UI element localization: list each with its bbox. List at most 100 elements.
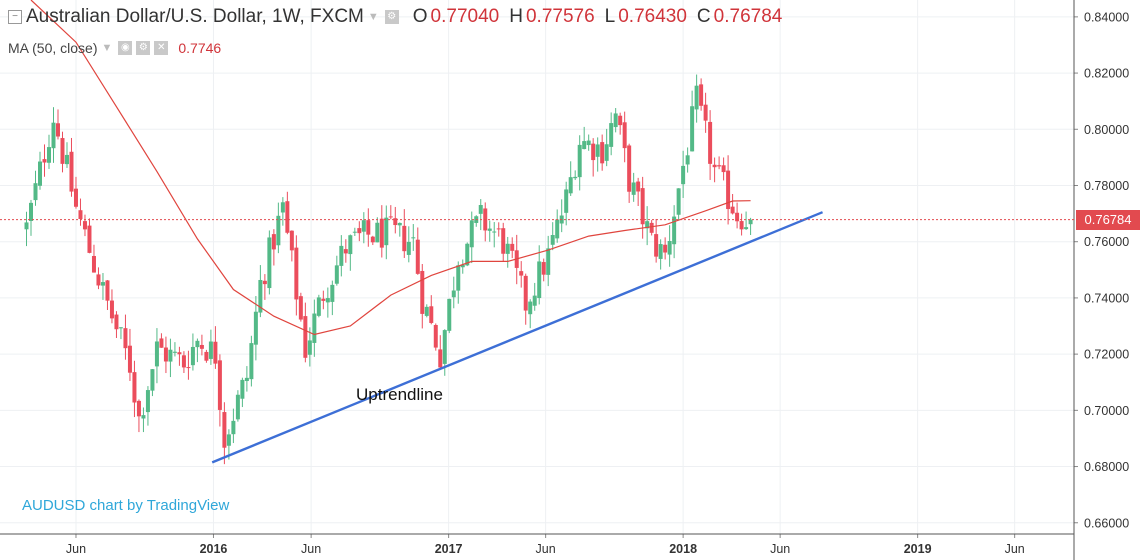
- candle[interactable]: [271, 229, 276, 266]
- candle[interactable]: [424, 304, 429, 318]
- candle[interactable]: [402, 209, 407, 258]
- candle[interactable]: [82, 214, 87, 237]
- candle[interactable]: [469, 211, 474, 264]
- candle[interactable]: [532, 282, 537, 311]
- candle[interactable]: [739, 213, 744, 236]
- candle[interactable]: [609, 112, 614, 156]
- candle[interactable]: [415, 227, 420, 275]
- candle[interactable]: [29, 199, 34, 236]
- candle[interactable]: [285, 191, 290, 235]
- candle[interactable]: [55, 109, 60, 140]
- candle[interactable]: [208, 329, 213, 365]
- candle[interactable]: [622, 111, 627, 163]
- candle[interactable]: [38, 151, 42, 190]
- candle[interactable]: [366, 208, 371, 247]
- candle[interactable]: [325, 287, 330, 318]
- candle[interactable]: [411, 224, 416, 251]
- candle[interactable]: [474, 215, 479, 227]
- candle[interactable]: [717, 156, 722, 170]
- candle[interactable]: [451, 276, 456, 309]
- candle[interactable]: [433, 323, 438, 351]
- candle[interactable]: [204, 349, 209, 363]
- candle[interactable]: [163, 336, 168, 374]
- candle[interactable]: [231, 408, 236, 444]
- candle[interactable]: [523, 273, 528, 325]
- candle[interactable]: [541, 258, 546, 282]
- candle[interactable]: [631, 172, 636, 202]
- candle[interactable]: [339, 235, 344, 277]
- candle[interactable]: [181, 351, 186, 374]
- candle[interactable]: [456, 261, 461, 304]
- candle[interactable]: [307, 327, 312, 367]
- candle[interactable]: [384, 205, 389, 260]
- candle[interactable]: [438, 335, 443, 370]
- candle[interactable]: [172, 342, 177, 357]
- collapse-icon[interactable]: −: [8, 10, 22, 24]
- candle[interactable]: [559, 199, 564, 233]
- candle[interactable]: [199, 334, 204, 356]
- candle[interactable]: [712, 157, 717, 183]
- candle[interactable]: [51, 107, 56, 163]
- candle[interactable]: [573, 170, 578, 181]
- candle[interactable]: [663, 237, 668, 260]
- candle[interactable]: [726, 155, 731, 225]
- candle[interactable]: [546, 235, 551, 287]
- candle[interactable]: [253, 295, 258, 361]
- candle[interactable]: [114, 311, 119, 338]
- candle[interactable]: [190, 333, 195, 371]
- candle[interactable]: [69, 137, 74, 197]
- candle[interactable]: [118, 327, 123, 340]
- candle[interactable]: [492, 222, 497, 248]
- candle[interactable]: [406, 226, 411, 263]
- candle[interactable]: [379, 205, 384, 258]
- candle[interactable]: [141, 407, 146, 433]
- candle[interactable]: [658, 239, 663, 270]
- candle[interactable]: [564, 181, 569, 226]
- candle[interactable]: [627, 143, 632, 203]
- chart-attribution[interactable]: AUDUSD chart by TradingView: [22, 497, 230, 514]
- candle[interactable]: [150, 368, 155, 397]
- candle[interactable]: [465, 242, 470, 267]
- candle[interactable]: [217, 354, 222, 427]
- candle[interactable]: [681, 150, 686, 198]
- close-icon[interactable]: ✕: [154, 41, 169, 55]
- candle[interactable]: [303, 302, 308, 363]
- candle[interactable]: [613, 108, 618, 133]
- candle[interactable]: [483, 202, 488, 242]
- candle[interactable]: [78, 198, 83, 226]
- candle[interactable]: [550, 222, 555, 251]
- candle[interactable]: [96, 267, 101, 290]
- candle[interactable]: [294, 235, 299, 316]
- candle[interactable]: [519, 261, 524, 288]
- candle[interactable]: [667, 225, 672, 267]
- candle[interactable]: [397, 222, 402, 237]
- candle[interactable]: [127, 328, 132, 382]
- candle[interactable]: [244, 366, 249, 392]
- candle[interactable]: [357, 221, 362, 242]
- candle[interactable]: [123, 314, 128, 360]
- candle[interactable]: [604, 128, 609, 167]
- candle[interactable]: [262, 274, 267, 300]
- candle[interactable]: [109, 289, 114, 324]
- candle[interactable]: [177, 346, 182, 366]
- candle[interactable]: [699, 78, 704, 111]
- candle[interactable]: [330, 280, 335, 316]
- candle[interactable]: [703, 92, 708, 133]
- candle[interactable]: [132, 360, 137, 418]
- candle[interactable]: [267, 230, 272, 295]
- candle[interactable]: [321, 290, 326, 310]
- candle[interactable]: [645, 206, 650, 246]
- eye-icon[interactable]: ◉: [118, 41, 133, 55]
- caret-down-icon[interactable]: ▼: [367, 11, 379, 23]
- candle[interactable]: [537, 245, 542, 305]
- candle[interactable]: [640, 176, 645, 239]
- candle[interactable]: [145, 386, 150, 426]
- candle[interactable]: [312, 299, 317, 357]
- candle[interactable]: [528, 299, 533, 329]
- candle[interactable]: [649, 220, 654, 236]
- candle[interactable]: [555, 209, 560, 243]
- candle[interactable]: [195, 338, 200, 363]
- candle[interactable]: [186, 350, 191, 380]
- candle[interactable]: [375, 217, 380, 243]
